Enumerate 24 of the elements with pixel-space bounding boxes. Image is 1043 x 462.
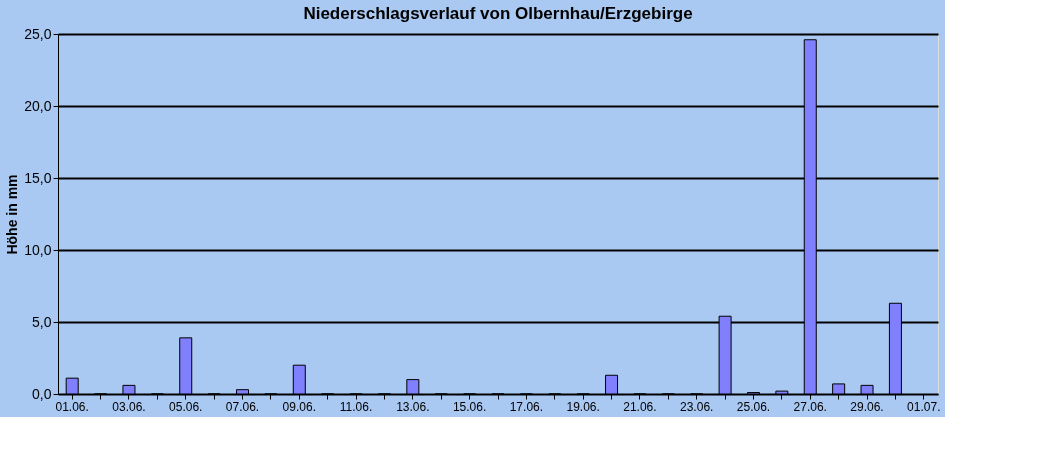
x-tick-label: 05.06.: [169, 399, 203, 414]
chart-title: Niederschlagsverlauf von Olbernhau/Erzgebirge: [303, 4, 693, 23]
y-tick-label: 10,0: [24, 241, 52, 258]
x-tick-label: 11.06.: [339, 399, 373, 414]
y-tick-label: 0,0: [32, 385, 52, 402]
x-tick-label: 15.06.: [452, 399, 487, 414]
x-tick-label: 25.06.: [736, 399, 771, 414]
x-tick-label: 09.06.: [282, 399, 316, 414]
x-tick-label: 01.06.: [55, 399, 89, 414]
y-axis-title: Höhe in mm: [4, 174, 21, 255]
x-tick-label: 17.06.: [509, 399, 544, 414]
x-tick-label: 01.07.: [907, 399, 941, 414]
x-tick-label: 07.06.: [225, 399, 260, 414]
x-tick-label: 23.06.: [680, 399, 714, 414]
x-tick-label: 21.06.: [623, 399, 657, 414]
y-tick-label: 25,0: [24, 25, 52, 42]
y-tick-label: 15,0: [24, 169, 52, 186]
x-tick-label: 19.06.: [566, 399, 600, 414]
x-tick-label: 13.06.: [396, 399, 430, 414]
y-tick-label: 5,0: [32, 313, 52, 330]
x-tick-label: 29.06.: [850, 399, 884, 414]
x-tick-label: 03.06.: [112, 399, 146, 414]
y-tick-label: 20,0: [24, 97, 52, 114]
x-tick-label: 27.06.: [793, 399, 827, 414]
